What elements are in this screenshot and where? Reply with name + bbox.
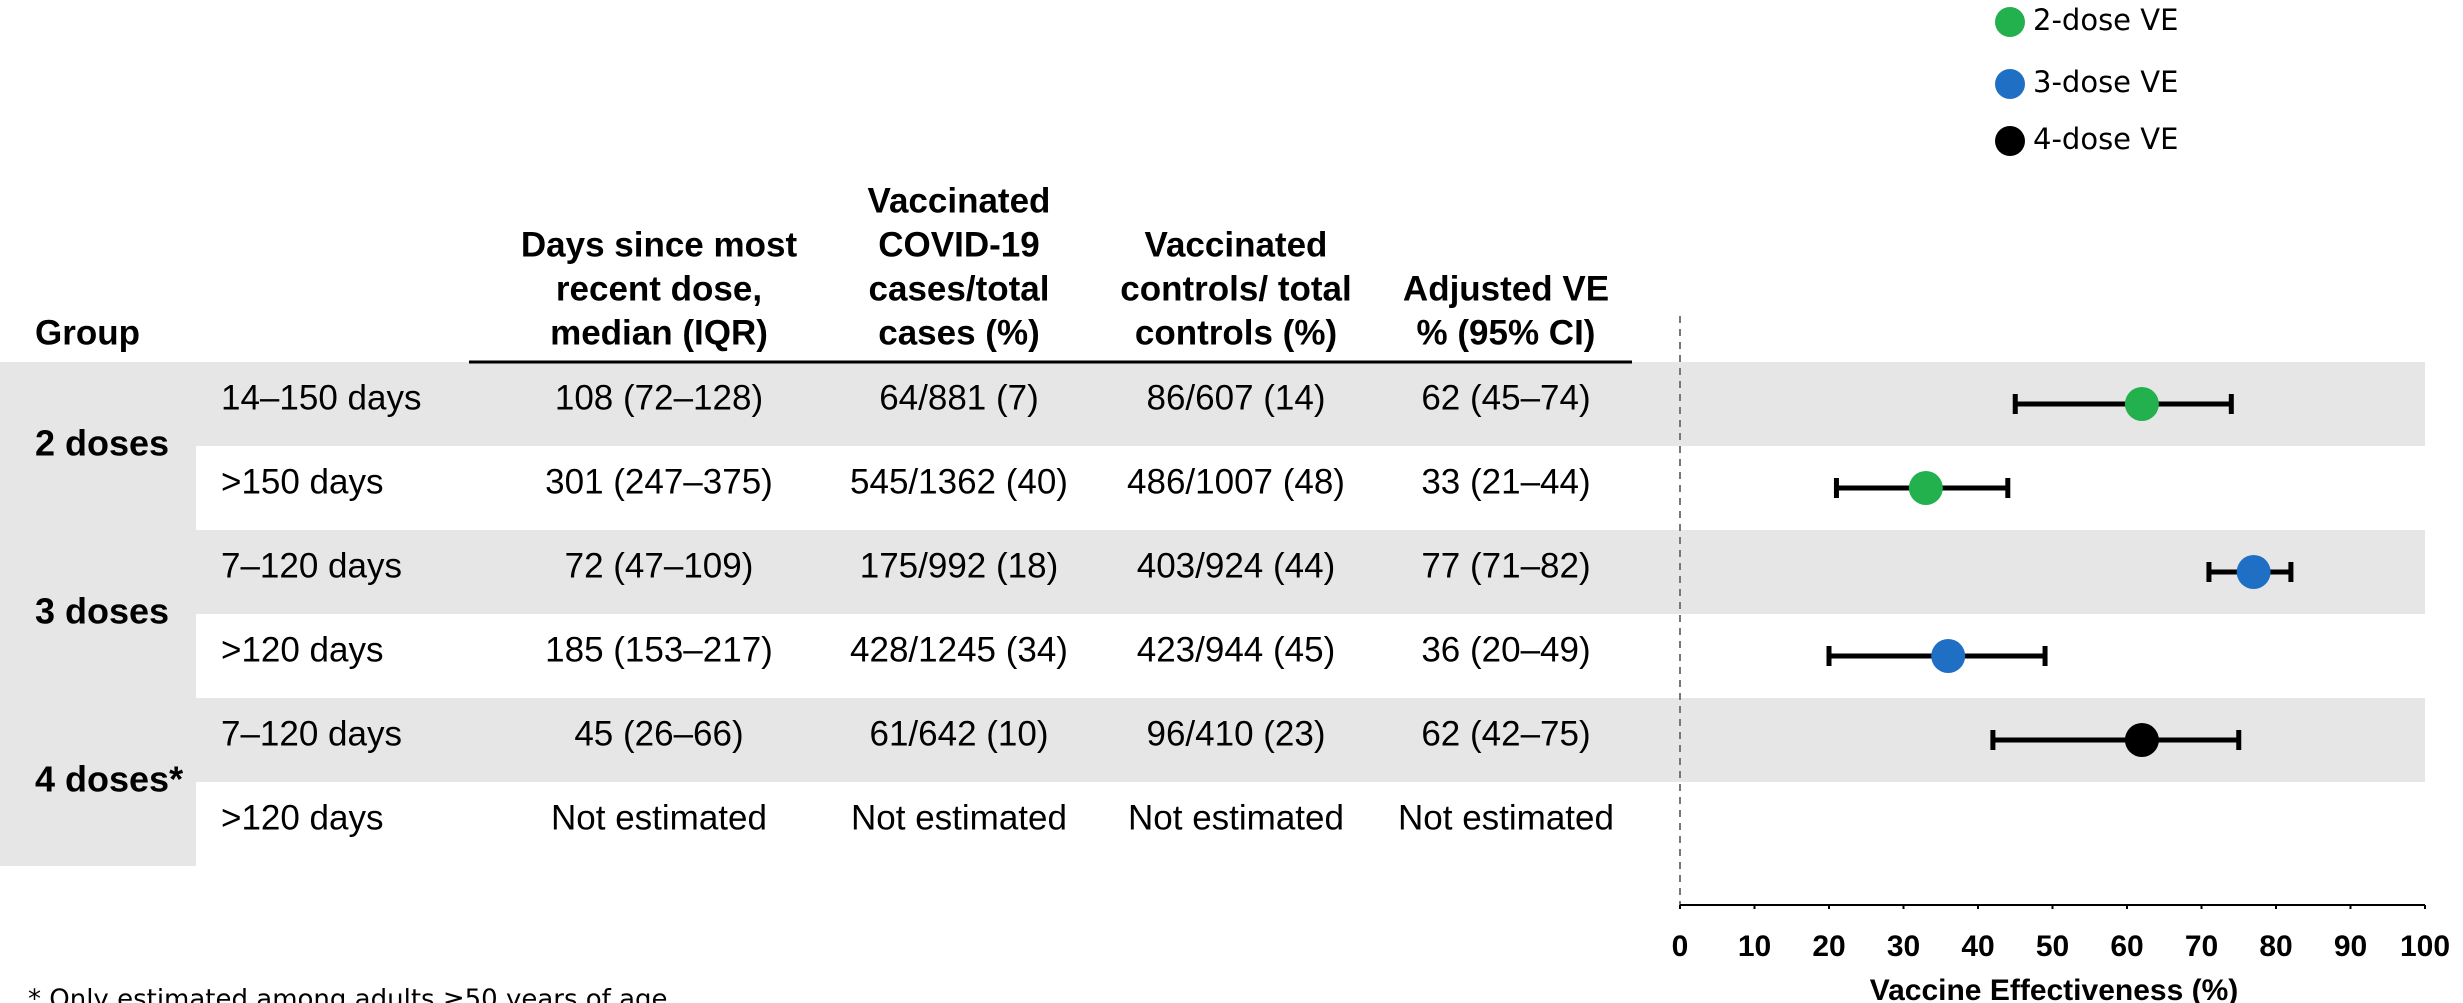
x-tick-label: 80 (2259, 930, 2292, 963)
error-bar (1990, 730, 2242, 750)
column-header: cases/total (869, 269, 1050, 308)
interval-label: 14–150 days (221, 378, 421, 417)
table-cell: 108 (72–128) (555, 378, 763, 417)
legend-label: 3-dose VE (2033, 65, 2178, 99)
footnote: * Only estimated among adults ≥50 years … (28, 985, 668, 1003)
table-cell: 96/410 (23) (1146, 714, 1325, 753)
point-estimate (1908, 471, 1943, 505)
table-cell: 62 (45–74) (1421, 378, 1590, 417)
column-header: cases (%) (878, 313, 1039, 352)
legend-swatch (1995, 7, 2025, 37)
table-cell: 486/1007 (48) (1127, 462, 1345, 501)
table-cell: 72 (47–109) (565, 546, 754, 585)
column-header: COVID-19 (878, 225, 1039, 264)
column-header: % (95% CI) (1417, 313, 1596, 352)
group-label: 2 doses (35, 423, 169, 464)
group-label: 3 doses (35, 591, 169, 632)
table-cell: 36 (20–49) (1421, 630, 1590, 669)
row-band (196, 530, 2425, 614)
interval-label: >120 days (221, 630, 384, 669)
table-cell: Not estimated (1398, 798, 1614, 837)
x-tick-label: 30 (1887, 930, 1920, 963)
error-bar (2012, 394, 2234, 414)
legend-swatch (1995, 69, 2025, 99)
table-cell: 403/924 (44) (1137, 546, 1335, 585)
table-cell: 77 (71–82) (1421, 546, 1590, 585)
table-cell: 62 (42–75) (1421, 714, 1590, 753)
table-cell: Not estimated (551, 798, 767, 837)
group-cell-bg (0, 530, 196, 698)
point-estimate (2124, 387, 2159, 421)
x-tick-label: 60 (2110, 930, 2143, 963)
legend-swatch (1995, 126, 2025, 156)
point-estimate (1931, 639, 1966, 673)
table-cell: 545/1362 (40) (850, 462, 1068, 501)
x-tick-label: 0 (1672, 930, 1689, 963)
column-header: controls (%) (1135, 313, 1337, 352)
legend-label: 4-dose VE (2033, 122, 2178, 156)
table-cell: 185 (153–217) (545, 630, 773, 669)
x-tick-label: 50 (2036, 930, 2069, 963)
group-header: Group (35, 313, 140, 352)
table-cell: Not estimated (1128, 798, 1344, 837)
column-header: controls/ total (1120, 269, 1351, 308)
column-header: Vaccinated (868, 181, 1051, 220)
column-header: recent dose, (556, 269, 762, 308)
column-header: Days since most (521, 225, 798, 264)
x-tick-label: 20 (1812, 930, 1845, 963)
x-tick-label: 100 (2400, 930, 2450, 963)
interval-label: >120 days (221, 798, 384, 837)
table-cell: 301 (247–375) (545, 462, 773, 501)
table-cell: 64/881 (7) (879, 378, 1039, 417)
x-tick-label: 10 (1738, 930, 1771, 963)
x-axis-label: Vaccine Effectiveness (%) (1870, 974, 2239, 1003)
column-header: Vaccinated (1145, 225, 1328, 264)
point-estimate (2124, 723, 2159, 757)
table-cell: 61/642 (10) (869, 714, 1048, 753)
column-header: median (IQR) (550, 313, 768, 352)
x-tick-label: 40 (1961, 930, 1994, 963)
column-header: Adjusted VE (1403, 269, 1609, 308)
table-cell: 428/1245 (34) (850, 630, 1068, 669)
table-cell: 175/992 (18) (860, 546, 1058, 585)
interval-label: 7–120 days (221, 714, 402, 753)
group-cell-bg (0, 362, 196, 530)
table-cell: Not estimated (851, 798, 1067, 837)
group-cell-bg (0, 698, 196, 866)
table-cell: 86/607 (14) (1146, 378, 1325, 417)
x-tick-label: 70 (2185, 930, 2218, 963)
table-cell: 33 (21–44) (1421, 462, 1590, 501)
interval-label: 7–120 days (221, 546, 402, 585)
interval-label: >150 days (221, 462, 384, 501)
table-cell: 423/944 (45) (1137, 630, 1335, 669)
point-estimate (2236, 555, 2271, 589)
x-tick-label: 90 (2334, 930, 2367, 963)
group-label: 4 doses* (35, 759, 183, 800)
legend-label: 2-dose VE (2033, 3, 2178, 37)
table-cell: 45 (26–66) (574, 714, 743, 753)
